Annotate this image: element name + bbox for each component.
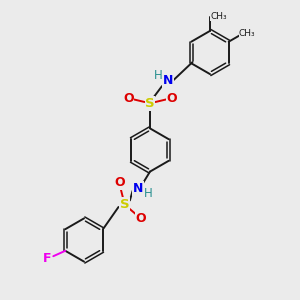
- Text: H: H: [144, 187, 153, 200]
- Text: CH₃: CH₃: [239, 29, 256, 38]
- Text: N: N: [163, 74, 173, 87]
- Text: S: S: [145, 97, 155, 110]
- Text: O: O: [136, 212, 146, 226]
- Text: N: N: [133, 182, 143, 195]
- Text: CH₃: CH₃: [210, 12, 227, 21]
- Text: H: H: [154, 69, 163, 82]
- Text: S: S: [120, 197, 129, 211]
- Text: O: O: [166, 92, 177, 105]
- Text: O: O: [115, 176, 125, 189]
- Text: O: O: [123, 92, 134, 105]
- Text: F: F: [42, 252, 51, 265]
